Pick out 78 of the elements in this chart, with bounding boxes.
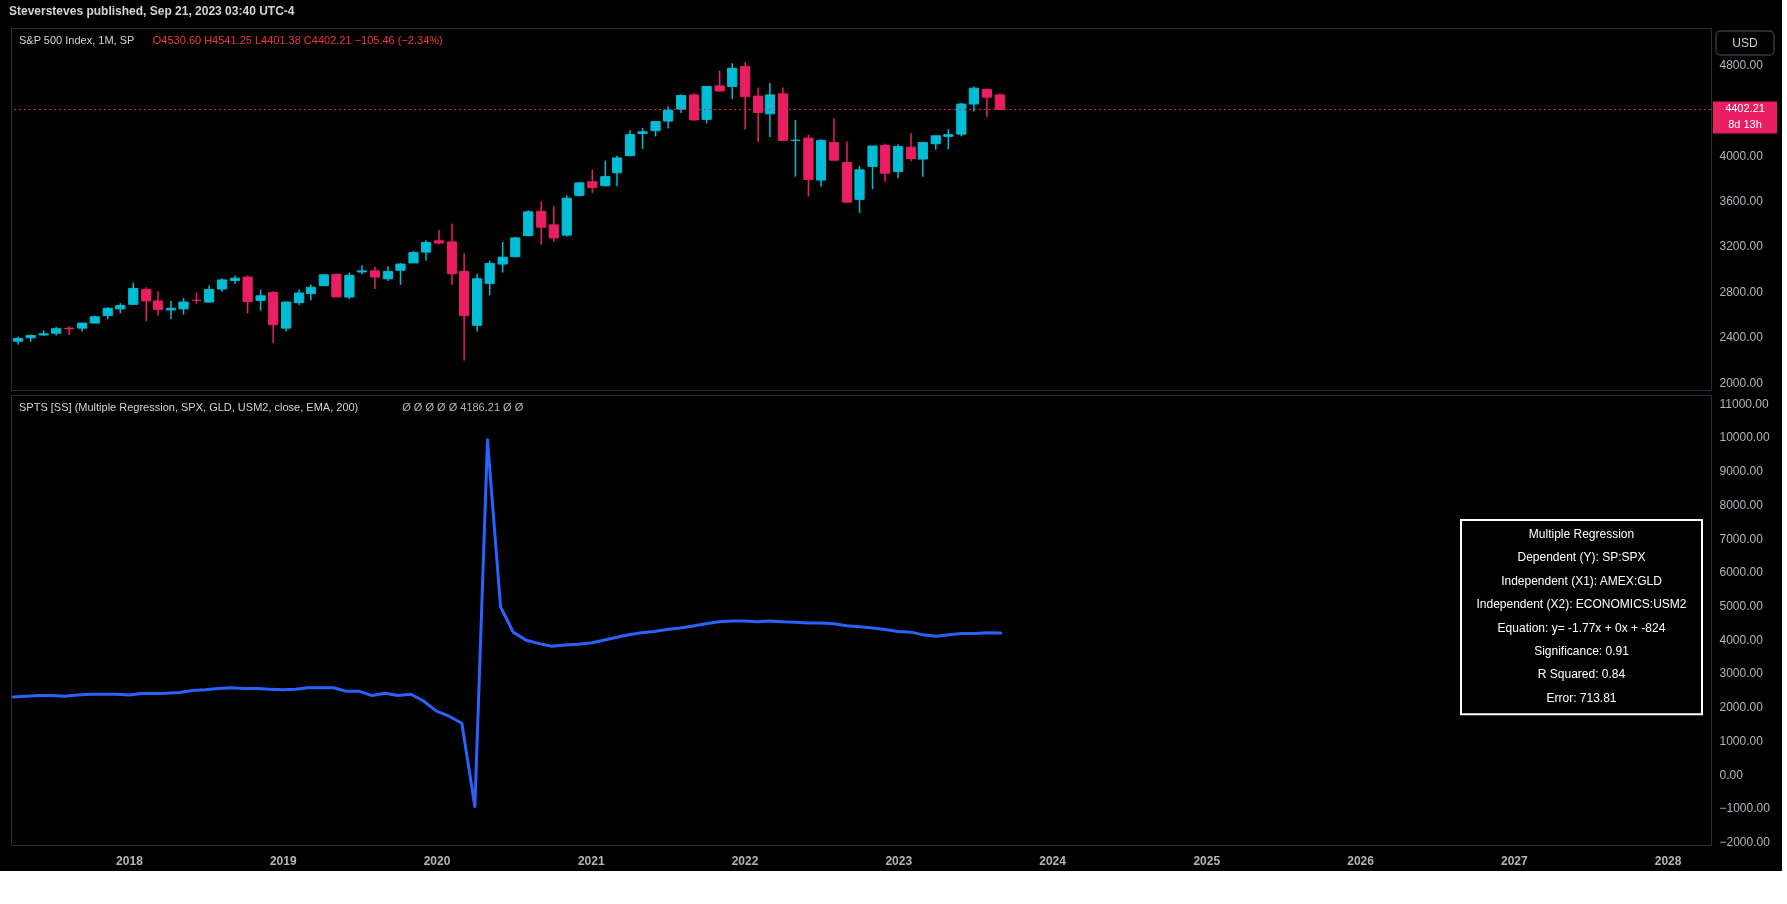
y-tick-label: 4000.00 (1719, 148, 1764, 163)
text: Steversteves published, Sep 21, 2023 03:40 UTC-4 (9, 4, 295, 18)
y-tick-label: 4800.00 (1719, 57, 1764, 72)
candlestick (663, 105, 674, 130)
y-tick-label: 9000.00 (1719, 464, 1764, 479)
annotation: Multiple Regression (1528, 527, 1635, 541)
candlestick (344, 271, 355, 300)
x-tick-label: 2028 (1654, 853, 1682, 868)
y-tick-label: 3000.00 (1719, 666, 1764, 681)
y-tick-label: 1000.00 (1719, 733, 1764, 748)
x-tick-label: 2020 (423, 853, 451, 868)
candlestick (600, 160, 611, 188)
candlestick (484, 259, 495, 296)
x-tick-label: 2018 (116, 853, 144, 868)
annotation: Dependent (Y): SP:SPX (1517, 550, 1646, 565)
x-tick-label: 2019 (269, 853, 297, 868)
y-tick-label: 6000.00 (1719, 565, 1764, 580)
x-tick-label: 2027 (1500, 853, 1528, 868)
y-tick-label: 7000.00 (1719, 531, 1764, 546)
candlestick (433, 229, 445, 245)
annotation: Significance: 0.91 (1534, 644, 1630, 658)
x-tick-label: 2024 (1039, 853, 1067, 868)
candlestick (420, 239, 432, 262)
candlestick (229, 274, 241, 285)
candlestick (624, 129, 636, 157)
y-tick-label: 2400.00 (1719, 330, 1764, 345)
text: O4530.60 H4541.25 L4401.38 C4402.21 −105.46 (−2.34%) (152, 34, 443, 46)
annotation: R Squared: 0.84 (1537, 667, 1626, 682)
candlestick (943, 128, 954, 151)
y-tick-label: 8000.00 (1719, 497, 1764, 512)
x-tick-label: 2021 (577, 853, 605, 868)
y-tick-label: 4000.00 (1719, 632, 1764, 647)
y-tick-label: 10000.00 (1719, 430, 1770, 445)
candlestick (764, 82, 776, 138)
x-tick-label: 2022 (731, 853, 759, 868)
y-tick-label: 5000.00 (1719, 598, 1764, 613)
text: SPTS [SS] (Multiple Regression, SPX, GLD, USM2, close, EMA, 200) (19, 401, 359, 413)
annotation: Error: 713.81 (1546, 690, 1617, 705)
candlestick (917, 141, 928, 178)
y-tick-label: −2000.00 (1719, 835, 1771, 850)
candlestick (548, 205, 559, 243)
y-tick-label: 11000.00 (1719, 396, 1769, 411)
candlestick (905, 132, 917, 163)
x-tick-label: 2023 (885, 853, 913, 868)
candlestick (968, 85, 979, 113)
text: Ø Ø Ø Ø Ø 4186.21 Ø Ø (402, 401, 524, 413)
line-series (11, 438, 1003, 809)
y-tick-label: 2000.00 (1719, 375, 1764, 390)
annotation: Independent (X1): AMEX:GLD (1501, 573, 1663, 588)
y-tick-label: 2800.00 (1719, 284, 1764, 299)
candlestick (369, 266, 381, 290)
annotation: Equation: y= -1.77x + 0x + -824 (1497, 620, 1666, 635)
y-tick-label: 3200.00 (1719, 239, 1764, 254)
x-tick-label: 2025 (1193, 853, 1221, 868)
candlestick (255, 288, 266, 312)
candlestick (790, 119, 801, 178)
y-tick-label: −1000.00 (1719, 801, 1771, 816)
annotation: Independent (X2): ECONOMICS:USM2 (1476, 597, 1687, 612)
y-tick-label: 2000.00 (1719, 700, 1764, 715)
candlestick (536, 200, 547, 246)
candlestick (128, 282, 139, 306)
candlestick (165, 300, 177, 320)
candlestick (637, 127, 648, 150)
candlestick (497, 241, 508, 274)
candlestick (523, 209, 534, 237)
y-tick-label: 0.00 (1719, 767, 1744, 782)
candlestick (828, 117, 840, 161)
text: S&P 500 Index, 1M, SP (19, 34, 135, 46)
candlestick (727, 62, 738, 100)
y-tick-label: 3600.00 (1719, 193, 1764, 208)
x-tick-label: 2026 (1347, 853, 1375, 868)
ref-line-label: 4402.21 8d 13h (1725, 102, 1765, 131)
candlestick (587, 169, 598, 194)
candlestick (675, 93, 687, 114)
candlestick (611, 154, 623, 188)
candlestick (867, 145, 878, 190)
y-axis-title: USD (1732, 36, 1758, 50)
candlestick (714, 69, 725, 93)
